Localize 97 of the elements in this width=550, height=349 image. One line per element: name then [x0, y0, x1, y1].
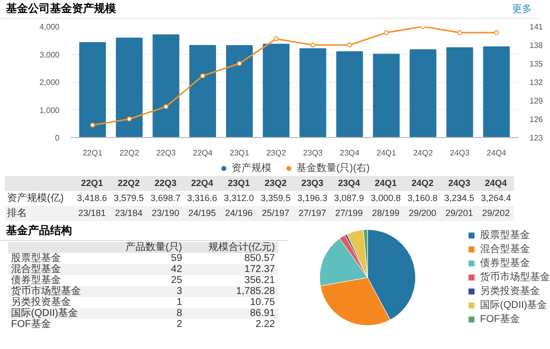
category-label: 22Q2: [118, 178, 140, 188]
text: FOF基金: [10, 319, 52, 330]
text: 资产规模(亿): [6, 192, 65, 206]
text: 59: [170, 253, 184, 264]
x-tick-label: 22Q1: [82, 148, 103, 158]
text: 1,785.28: [235, 286, 276, 297]
data-label: 3,579.5: [112, 192, 145, 205]
x-tick-label: 23Q1: [230, 148, 250, 158]
text: 23/184: [114, 207, 144, 220]
text: 3: [176, 286, 184, 297]
text: 356.21: [243, 275, 276, 286]
text: 2: [176, 319, 184, 330]
text: 基金产品结构: [0, 223, 288, 241]
legend-label: 资产规模: [231, 162, 272, 175]
text: 规模合计(亿元): [207, 242, 276, 253]
legend-label: 货币市场型基金: [480, 270, 550, 284]
text: 排名: [6, 206, 28, 221]
legend-label: 基金数量(只)(右): [296, 162, 370, 175]
text: 29/201: [444, 207, 474, 220]
text: 2.22: [254, 319, 276, 330]
category-label: 23Q4: [338, 178, 360, 188]
text: 混合型基金: [10, 264, 62, 275]
category-label: 23Q1: [228, 178, 250, 188]
category-label: 24Q3: [448, 178, 470, 188]
text: 24/195: [187, 207, 217, 220]
data-label: 3,264.4: [480, 192, 512, 205]
category-label: 22Q4: [191, 178, 214, 188]
text: 产品数量(只): [124, 242, 184, 253]
data-label: 3,196.3: [296, 192, 328, 205]
text: 23/181: [77, 207, 107, 220]
x-tick-label: 24Q3: [450, 148, 470, 158]
legend-label: 国际(QDII)基金: [480, 298, 548, 312]
text: 货币市场型基金: [10, 286, 82, 297]
legend-label: 混合型基金: [480, 242, 530, 256]
text: 42: [170, 264, 184, 275]
text: 25: [170, 275, 184, 286]
text: 债券型基金: [10, 275, 62, 286]
x-tick-label: 24Q4: [486, 148, 507, 158]
text: 86.91: [248, 308, 276, 319]
x-tick-label: 24Q1: [376, 148, 397, 158]
category-label: 22Q1: [81, 178, 104, 188]
legend-label: 另类投资基金: [480, 284, 540, 298]
y2-tick-label: 123: [530, 134, 544, 142]
y-tick-label: 1,000: [39, 106, 60, 115]
text: 国际(QDII)基金: [10, 308, 80, 319]
text: 28/199: [371, 207, 401, 220]
text: 850.57: [243, 253, 276, 264]
text: 更多: [512, 3, 532, 16]
legend-label: FOF基金: [480, 312, 520, 326]
data-label: 3,316.6: [186, 192, 218, 205]
chart-title: 基金公司基金资产规模: [6, 3, 116, 15]
category-label: 23Q2: [264, 178, 287, 188]
x-tick-label: 23Q2: [266, 148, 286, 158]
text: 8: [176, 308, 184, 319]
data-label: 3,418.6: [76, 192, 108, 205]
text: 25/197: [260, 207, 290, 220]
text: 股票型基金: [10, 253, 62, 264]
text: 1: [176, 297, 184, 308]
category-label: 24Q4: [484, 178, 507, 188]
text: 10.75: [248, 297, 276, 308]
legend-label: 股票型基金: [480, 228, 530, 242]
y-tick-label: 2,000: [39, 78, 60, 87]
text: 另类投资基金: [10, 297, 72, 308]
text: 27/197: [298, 207, 328, 220]
y2-tick-label: 138: [530, 41, 544, 50]
text: 29/202: [481, 207, 511, 220]
text: 172.37: [243, 264, 276, 275]
category-label: 23Q3: [301, 178, 324, 188]
x-tick-label: 22Q3: [156, 148, 176, 158]
text: 29/200: [408, 207, 438, 220]
y2-tick-label: 126: [530, 115, 544, 124]
text: 23/190: [150, 207, 180, 220]
data-label: 3,359.5: [260, 192, 292, 205]
legend-label: 债券型基金: [480, 256, 530, 270]
text: 27/199: [334, 207, 364, 220]
x-tick-label: 22Q2: [119, 148, 140, 158]
data-label: 3,160.8: [406, 192, 438, 205]
y2-tick-label: 132: [530, 78, 544, 87]
category-label: 22Q3: [154, 178, 176, 188]
y2-tick-label: 135: [530, 60, 544, 68]
data-label: 3,312.0: [222, 192, 255, 205]
category-label: 24Q2: [411, 178, 434, 188]
x-tick-label: 23Q3: [303, 148, 324, 158]
category-label: 24Q1: [374, 178, 397, 188]
data-label: 3,000.8: [370, 192, 402, 205]
data-label: 3,698.7: [149, 192, 182, 205]
y2-tick-label: 141: [530, 22, 544, 32]
x-tick-label: 24Q2: [413, 148, 434, 158]
y2-tick-label: 129: [530, 96, 544, 106]
data-label: 3,234.5: [443, 192, 476, 205]
y-tick-label: 4,000: [39, 22, 60, 32]
text: 24/196: [224, 207, 254, 220]
y-tick-label: 0: [55, 134, 60, 142]
x-tick-label: 22Q4: [192, 148, 214, 158]
y-tick-label: 3,000: [39, 50, 60, 60]
x-tick-label: 23Q4: [340, 148, 360, 158]
data-label: 3,087.9: [333, 192, 366, 205]
